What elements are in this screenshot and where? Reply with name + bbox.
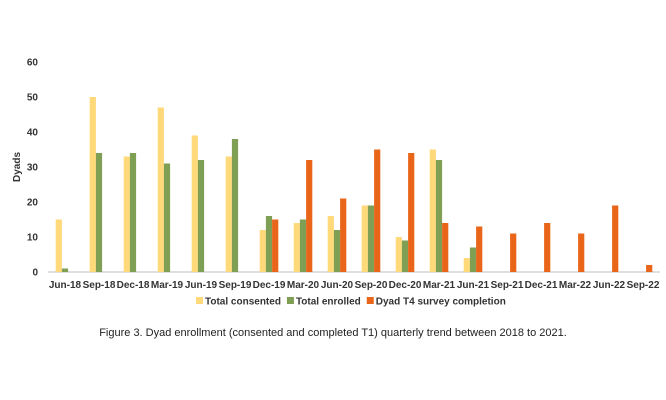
bar [646,265,653,272]
bar [306,160,313,272]
bar [469,247,477,272]
bar [333,230,341,272]
bar [55,219,62,272]
bar [197,160,205,272]
bar [374,149,381,272]
x-tick-label: Sep-21 [491,280,524,291]
bar [367,205,375,272]
y-tick-label: 30 [27,163,39,174]
y-tick-label: 0 [32,268,38,279]
bars [55,97,653,272]
bar [89,97,96,272]
bar [272,219,279,272]
bar [578,233,585,272]
bar [408,153,415,272]
bar [61,268,69,272]
x-tick-label: Sep-19 [219,280,252,291]
legend-swatch [196,297,203,304]
bar [395,237,402,272]
x-tick-label: Jun-19 [185,280,218,291]
x-tick-label: Dec-20 [389,280,422,291]
bar [95,153,103,272]
y-tick-label: 40 [27,128,39,139]
bar [231,139,239,272]
bar [225,156,232,272]
bar [442,223,449,272]
y-tick-label: 60 [27,58,39,69]
x-tick-label: Sep-18 [83,280,116,291]
y-tick-label: 10 [27,233,39,244]
x-tick-label: Mar-22 [559,280,592,291]
bar [259,230,266,272]
x-tick-label: Jun-21 [457,280,490,291]
bar [293,223,300,272]
bar [544,223,551,272]
x-tick-label: Dec-18 [117,280,150,291]
x-tick-label: Jun-18 [49,280,82,291]
legend-label: Dyad T4 survey completion [376,297,506,308]
bar [429,149,436,272]
y-tick-label: 20 [27,198,39,209]
legend-label: Total consented [205,297,281,308]
bar [123,156,130,272]
bar [340,198,347,272]
bar [435,160,443,272]
x-tick-label: Mar-20 [287,280,320,291]
y-tick-label: 50 [27,93,39,104]
bar [265,216,273,272]
bar [476,226,483,272]
x-axis-ticks: Jun-18 Sep-18 Dec-18 Mar-19 Jun-19 Sep-19 Dec-… [49,280,660,291]
bar [163,163,171,272]
x-tick-label: Jun-20 [321,280,354,291]
x-tick-label: Dec-21 [525,280,558,291]
legend-label: Total enrolled [296,297,361,308]
y-axis-title: Dyads [12,152,23,182]
bar [327,216,334,272]
x-tick-label: Dec-19 [253,280,286,291]
legend: Total consented Total enrolled Dyad T4 sur… [196,297,506,308]
x-tick-label: Mar-21 [423,280,456,291]
y-axis-ticks: 0 10 20 30 40 50 60 [27,58,39,279]
bar [463,258,470,272]
x-tick-label: Sep-22 [627,280,660,291]
bar [612,205,619,272]
bar [299,219,307,272]
legend-swatch [366,297,374,304]
x-tick-label: Jun-22 [593,280,626,291]
bar [191,135,198,272]
legend-swatch [286,297,294,304]
bar [129,153,137,272]
x-tick-label: Mar-19 [151,280,184,291]
bar [401,240,409,272]
figure-caption: Figure 3. Dyad enrollment (consented and… [99,327,567,339]
x-tick-label: Sep-20 [355,280,388,291]
bar [361,205,368,272]
bar [510,233,517,272]
bar [157,107,164,272]
